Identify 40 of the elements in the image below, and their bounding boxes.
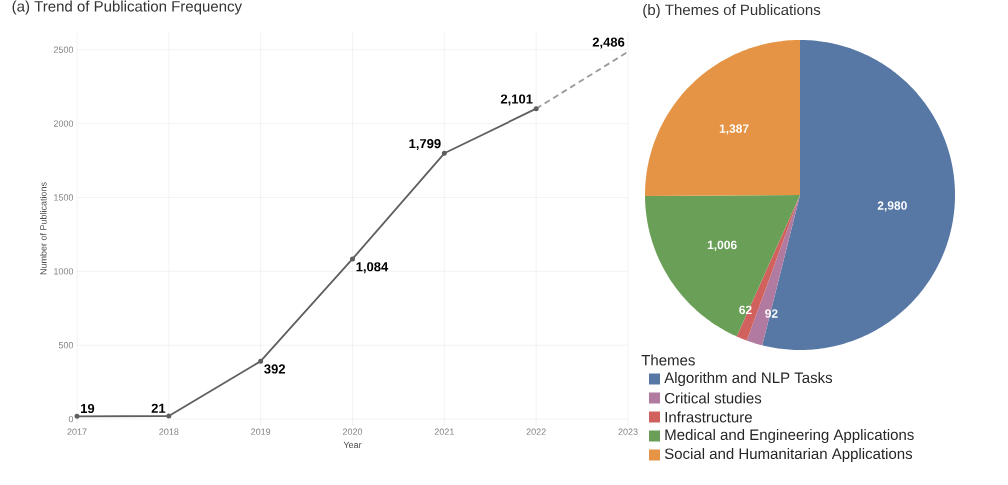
legend-label: Medical and Engineering Applications — [665, 429, 914, 443]
y-tick-label: 1000 — [54, 268, 74, 275]
chart-title: (b) Themes of Publications — [643, 4, 821, 19]
x-tick-label: 2017 — [67, 428, 87, 435]
x-tick-label: 2023 — [618, 428, 638, 435]
legend-label: Algorithm and NLP Tasks — [664, 372, 833, 386]
data-label: 1,387 — [719, 124, 749, 135]
point — [441, 150, 447, 156]
data-label: 19 — [81, 403, 95, 414]
legend-label: Social and Humanitarian Applications — [664, 448, 913, 462]
x-axis-title: Year — [343, 441, 362, 449]
x-tick-label: 2018 — [159, 428, 179, 435]
y-tick-label: 2000 — [53, 120, 74, 127]
data-label: 392 — [264, 364, 286, 374]
y-tick-label: 0 — [68, 415, 74, 423]
point — [533, 106, 539, 112]
data-label: 2,486 — [592, 37, 625, 49]
data-label: 92 — [765, 309, 778, 318]
y-tick-label: 500 — [58, 342, 74, 349]
data-label: 2,980 — [877, 201, 907, 212]
point — [258, 358, 264, 364]
point — [74, 413, 80, 419]
x-tick-label: 2020 — [342, 428, 363, 435]
legend-label: Infrastructure — [665, 411, 752, 423]
data-label: 2,101 — [500, 94, 533, 106]
y-axis-title: Number of Publications — [39, 182, 47, 275]
point — [166, 413, 172, 419]
y-tick-label: 1500 — [54, 194, 74, 201]
y-tick-label: 2500 — [53, 46, 74, 53]
legend-label: Critical studies — [664, 392, 762, 404]
data-label: 21 — [151, 403, 166, 413]
x-tick-label: 2019 — [251, 428, 271, 435]
x-tick-label: 2022 — [526, 428, 546, 435]
data-label: 1,006 — [707, 240, 737, 251]
point — [350, 256, 355, 262]
data-label: 1,799 — [409, 139, 441, 151]
x-tick-label: 2021 — [434, 428, 454, 435]
legend-title: Themes — [641, 354, 695, 366]
data-label: 1,084 — [356, 262, 389, 274]
chart-title: (a) Trend of Publication Frequency — [12, 0, 242, 15]
